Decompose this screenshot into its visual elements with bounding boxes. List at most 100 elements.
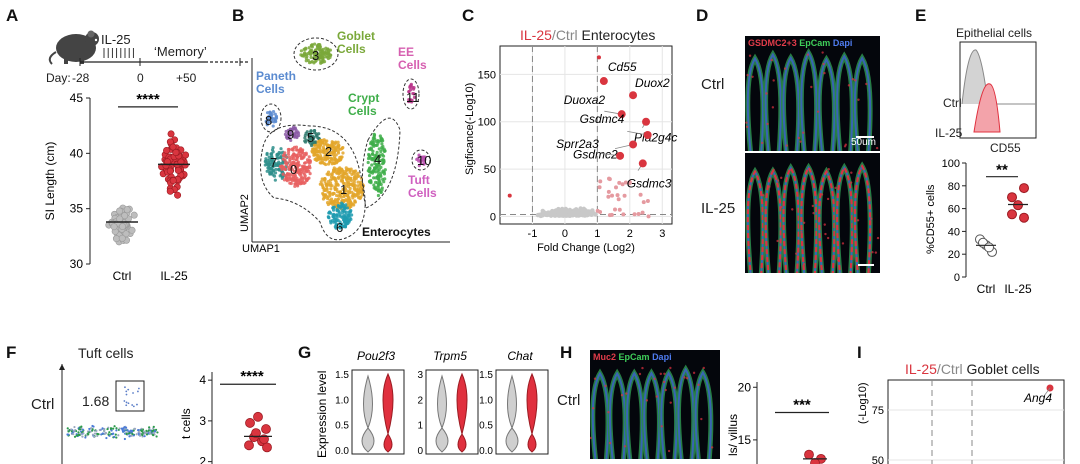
data-point	[646, 214, 651, 219]
umap-cell	[356, 184, 360, 188]
umap-cell	[294, 145, 299, 149]
flow-event	[105, 436, 108, 440]
umap-cell	[375, 150, 379, 154]
red-puncta	[664, 388, 667, 392]
cluster-label-line: Goblet	[337, 29, 375, 43]
umap-cell	[333, 197, 338, 202]
data-point	[620, 182, 625, 187]
flow-event	[132, 405, 135, 408]
panel-i-title-sep: /	[936, 361, 941, 377]
umap-cell	[343, 225, 348, 229]
gene-title: Trpm5	[433, 349, 467, 363]
flow-event	[144, 431, 147, 434]
umap-cell	[284, 155, 288, 159]
villus-nuclei	[764, 52, 782, 151]
umap-cell	[335, 215, 339, 220]
panel-d-stain-blue: Dapi	[832, 38, 853, 48]
umap-cell	[346, 175, 350, 179]
gene-label: Cd55	[608, 60, 637, 74]
flow-event	[114, 433, 117, 436]
data-point	[614, 185, 619, 190]
umap-cell	[323, 179, 327, 183]
x-category-label: IL-25	[1004, 282, 1032, 296]
umap-cell	[349, 217, 353, 221]
panel-i-title-rest: Goblet cells	[962, 361, 1040, 377]
umap-cell	[339, 155, 343, 159]
umap-cell	[277, 160, 281, 164]
red-puncta	[659, 372, 663, 376]
umap-cell	[352, 193, 357, 197]
umap-cell	[373, 187, 378, 191]
data-point	[632, 212, 637, 217]
umap-cell	[284, 176, 289, 180]
umap-cell	[359, 180, 363, 184]
umap-cell	[328, 178, 333, 182]
umap-cell	[330, 162, 334, 166]
y-tick-label: 150	[478, 69, 496, 81]
umap-cell	[411, 87, 416, 91]
data-point	[616, 151, 625, 160]
umap-cell	[366, 160, 370, 165]
red-puncta	[823, 71, 826, 75]
flow-event	[106, 427, 109, 431]
flow-event	[78, 428, 81, 431]
panel-c-title: IL-25/Ctrl Enterocytes	[520, 27, 655, 43]
cluster-number: 8	[265, 113, 272, 128]
cluster-label-line: Cells	[398, 58, 427, 72]
umap-cell	[272, 120, 276, 124]
umap-cell	[286, 152, 291, 156]
panel-h-label: H	[560, 343, 573, 362]
il25-histogram	[973, 83, 1001, 133]
flow-event	[81, 428, 85, 431]
red-puncta	[608, 441, 612, 445]
umap-cell	[350, 213, 354, 217]
umap-cell	[309, 43, 313, 48]
umap-cell	[317, 57, 321, 61]
data-point	[640, 210, 645, 215]
umap-cell	[330, 144, 334, 149]
flow-event	[107, 433, 110, 436]
umap-cell	[379, 137, 383, 141]
y-tick-label: 80	[948, 181, 960, 193]
flow-event	[152, 431, 155, 435]
data-point	[174, 166, 182, 174]
flow-event	[103, 429, 106, 432]
umap-cell	[421, 158, 426, 162]
umap-cell	[378, 153, 382, 157]
umap-cell	[266, 166, 270, 170]
flow-event	[124, 426, 128, 429]
umap-cell	[324, 182, 328, 186]
flow-event	[135, 433, 138, 436]
umap-cell	[295, 168, 299, 172]
flow-event	[156, 431, 159, 434]
umap-cell	[271, 173, 275, 177]
red-puncta	[623, 445, 627, 448]
red-puncta	[826, 197, 830, 201]
red-puncta	[593, 377, 597, 380]
flow-event	[131, 404, 134, 406]
red-puncta	[702, 366, 705, 370]
red-puncta	[761, 194, 765, 197]
umap-cell	[318, 44, 322, 48]
flow-event	[125, 401, 128, 404]
panel-f-label: F	[6, 343, 17, 362]
umap-cell	[341, 151, 345, 155]
data-point	[1019, 183, 1029, 194]
flow-event	[130, 434, 133, 437]
y-tick-label: 40	[70, 146, 84, 160]
flow-event	[127, 402, 130, 405]
red-puncta	[816, 110, 820, 113]
red-puncta	[827, 168, 830, 171]
umap-cell	[332, 151, 337, 155]
data-point	[606, 194, 611, 199]
red-puncta	[874, 251, 878, 254]
red-puncta	[620, 393, 624, 397]
red-puncta	[876, 236, 880, 240]
panel-e-chart: 0 20 40 60 80 100 %CD55+ cells Ctrl IL-25 **	[925, 158, 1032, 296]
umap-cell	[276, 156, 280, 160]
data-point	[122, 230, 130, 238]
data-point	[244, 440, 254, 451]
x-tick-label: 2	[627, 228, 633, 240]
data-point	[245, 418, 255, 428]
umap-cell	[307, 46, 311, 50]
